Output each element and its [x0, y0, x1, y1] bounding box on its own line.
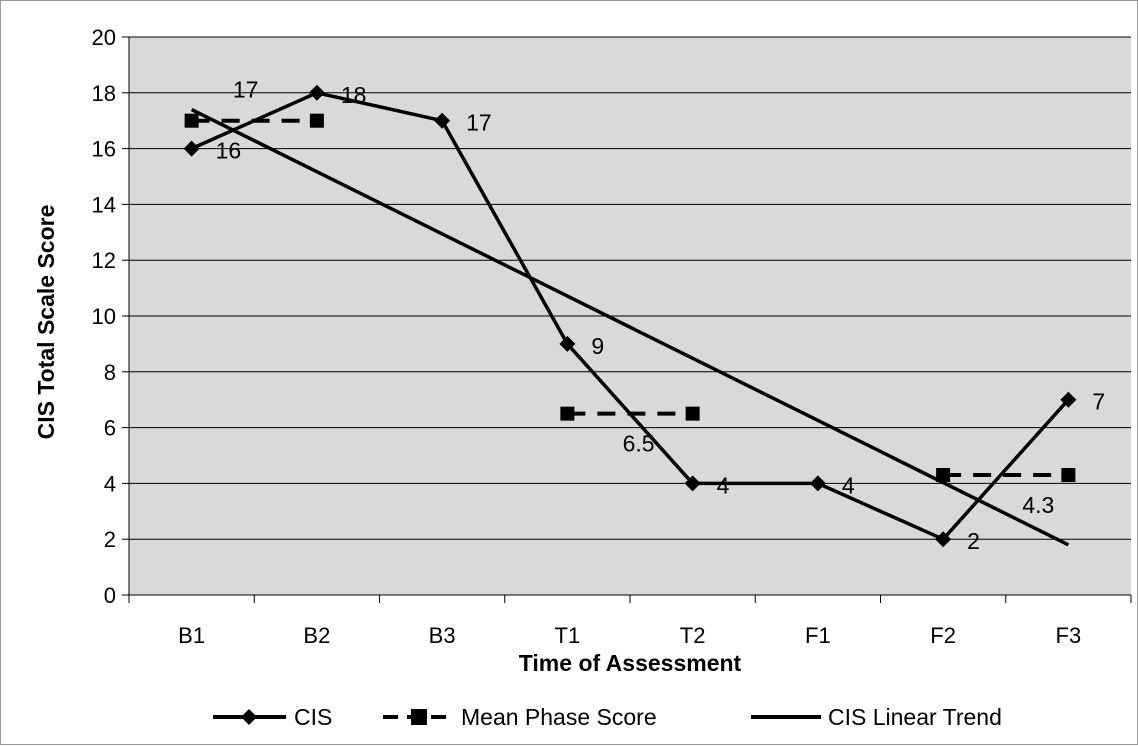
- x-tick-label-f2: F2: [930, 623, 956, 648]
- cis-label-b3: 17: [466, 110, 492, 136]
- cis-point-b2: [308, 84, 325, 101]
- cis-label-f3: 7: [1092, 389, 1105, 415]
- cis-point-b3: [434, 112, 451, 129]
- legend-mean-phase-score-label: Mean Phase Score: [461, 704, 657, 730]
- cis-point-t2: [684, 475, 701, 492]
- y-tick-label-14: 14: [92, 192, 116, 217]
- axes: [122, 36, 1132, 603]
- legend-item-cis-linear-trend: CIS Linear Trend: [751, 704, 1002, 730]
- cis-point-t1: [559, 335, 576, 352]
- legend-mean-square-icon: [411, 709, 427, 725]
- mean-label-3: 4.3: [1022, 492, 1054, 518]
- y-tick-label-6: 6: [104, 416, 116, 441]
- legend-cis-diamond-icon: [241, 709, 257, 725]
- y-axis-title: CIS Total Scale Score: [33, 205, 59, 440]
- cis-point-f2: [935, 531, 952, 548]
- cis-point-f1: [809, 475, 826, 492]
- y-tick-label-20: 20: [92, 25, 116, 50]
- mean-label-1: 17: [233, 77, 259, 103]
- y-tick-label-8: 8: [104, 360, 116, 385]
- x-tick-label-t2: T2: [680, 623, 706, 648]
- mean-square-2-2: [685, 406, 700, 421]
- y-tick-labels: 0 2 4 6 8 10 12 14 16 18 20: [92, 25, 116, 608]
- legend-item-mean-phase-score: Mean Phase Score: [383, 704, 657, 730]
- cis-label-b1: 16: [216, 138, 242, 164]
- cis-label-t2: 4: [717, 472, 730, 498]
- cis-point-f3: [1060, 391, 1077, 408]
- mean-square-1-2: [309, 113, 324, 128]
- series-cis-linear-trend: [190, 107, 1070, 547]
- y-tick-label-0: 0: [104, 583, 116, 608]
- y-tick-label-16: 16: [92, 137, 116, 162]
- x-tick-label-b1: B1: [178, 623, 205, 648]
- mean-square-2-1: [560, 406, 575, 421]
- cis-label-b2: 18: [341, 82, 367, 108]
- y-tick-label-12: 12: [92, 248, 116, 273]
- mean-label-2: 6.5: [623, 431, 655, 457]
- cis-line: [190, 91, 1070, 541]
- x-tick-label-t1: T1: [555, 623, 581, 648]
- trend-line: [190, 107, 1070, 547]
- legend: CIS Mean Phase Score CIS Linear Trend: [213, 704, 1002, 730]
- cis-label-f1: 4: [842, 472, 855, 498]
- legend-cis-linear-trend-label: CIS Linear Trend: [828, 704, 1002, 730]
- gridlines: [129, 36, 1131, 540]
- y-tick-label-10: 10: [92, 304, 116, 329]
- cis-point-b1: [183, 140, 200, 157]
- cis-label-f2: 2: [967, 528, 980, 554]
- y-tick-label-2: 2: [104, 527, 116, 552]
- mean-square-1-1: [184, 113, 199, 128]
- x-axis-title: Time of Assessment: [519, 650, 742, 676]
- y-tick-label-4: 4: [104, 471, 116, 496]
- x-tick-label-b2: B2: [303, 623, 330, 648]
- mean-square-3-1: [936, 468, 951, 483]
- cis-label-t1: 9: [591, 333, 604, 359]
- x-tick-labels: B1 B2 B3 T1 T2 F1 F2 F3: [178, 623, 1081, 648]
- series-cis: [183, 84, 1077, 548]
- x-tick-label-b3: B3: [429, 623, 456, 648]
- mean-square-3-2: [1061, 468, 1076, 483]
- y-tick-label-18: 18: [92, 81, 116, 106]
- x-tick-label-f3: F3: [1056, 623, 1082, 648]
- data-labels: 17 6.5 4.3 16 18 17 9 4 4 2 7: [216, 77, 1106, 555]
- legend-cis-label: CIS: [294, 704, 332, 730]
- legend-item-cis: CIS: [213, 704, 332, 730]
- x-tick-label-f1: F1: [805, 623, 831, 648]
